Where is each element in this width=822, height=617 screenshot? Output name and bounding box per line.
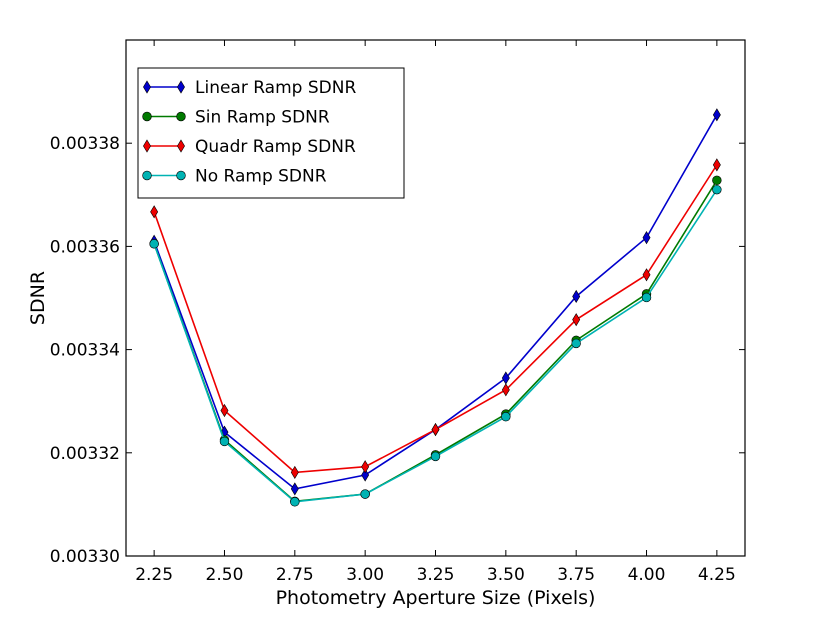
legend-marker <box>176 111 186 122</box>
x-axis-label: Photometry Aperture Size (Pixels) <box>276 587 596 609</box>
data-point <box>641 292 652 303</box>
x-tick-label: 4.25 <box>698 565 736 585</box>
data-point <box>712 108 721 122</box>
data-point <box>361 468 370 482</box>
y-tick-label: 0.00334 <box>50 341 120 361</box>
data-point <box>290 465 299 479</box>
y-tick-label: 0.00330 <box>50 547 120 567</box>
plot-marks <box>149 108 722 507</box>
data-point <box>431 422 440 437</box>
legend-marker <box>142 111 152 122</box>
data-point <box>642 268 651 282</box>
data-point <box>571 338 581 349</box>
data-point <box>501 371 510 385</box>
series-2 <box>150 158 721 479</box>
legend-item: Linear Ramp SDNR <box>143 78 356 98</box>
data-point <box>572 313 581 327</box>
legend-item: Sin Ramp SDNR <box>142 108 330 128</box>
data-point <box>430 451 441 462</box>
legend-item: Quadr Ramp SDNR <box>143 137 356 157</box>
legend-marker <box>177 80 185 94</box>
legend-label: Quadr Ramp SDNR <box>195 137 356 157</box>
y-tick-label: 0.00332 <box>50 444 120 464</box>
data-point <box>220 403 229 418</box>
data-point <box>501 411 511 422</box>
data-point <box>572 289 581 304</box>
legend-label: Sin Ramp SDNR <box>195 108 330 128</box>
y-tick-label: 0.00336 <box>50 237 120 257</box>
legend-marker <box>177 139 185 153</box>
data-point <box>501 383 510 397</box>
data-point <box>360 489 370 499</box>
legend: Linear Ramp SDNR Sin Ramp SDNR Quadr Ramp … <box>137 67 405 199</box>
x-tick-label: 2.75 <box>276 565 314 585</box>
series-3 <box>149 184 722 507</box>
x-tick-label: 4.00 <box>628 565 666 585</box>
x-tick-label: 3.50 <box>487 565 525 585</box>
data-point <box>712 184 722 195</box>
y-tick-label: 0.00338 <box>50 134 120 154</box>
data-point <box>219 436 230 447</box>
data-point <box>712 175 722 186</box>
legend-item: No Ramp SDNR <box>142 167 327 187</box>
y-axis-label: SDNR <box>27 271 49 325</box>
legend-marker <box>143 139 151 153</box>
data-point <box>642 231 651 245</box>
x-tick-label: 3.00 <box>346 565 384 585</box>
data-point <box>290 497 300 507</box>
legend-marker <box>176 170 186 181</box>
data-point <box>712 158 721 172</box>
data-point <box>149 239 159 249</box>
data-point <box>290 482 299 496</box>
legend-label: Linear Ramp SDNR <box>195 78 356 98</box>
x-tick-label: 2.25 <box>135 565 173 585</box>
axis-ticks: 2.25 2.50 2.75 3.00 3.25 3.50 3.75 4.00 4.25 0.00… <box>50 40 745 585</box>
legend-marker <box>142 170 152 181</box>
legend-marker <box>143 80 151 94</box>
legend-label: No Ramp SDNR <box>195 167 327 187</box>
x-tick-label: 3.75 <box>557 565 595 585</box>
data-point <box>150 205 159 219</box>
x-tick-label: 2.50 <box>206 565 244 585</box>
x-tick-label: 3.25 <box>417 565 455 585</box>
data-point <box>361 460 370 474</box>
